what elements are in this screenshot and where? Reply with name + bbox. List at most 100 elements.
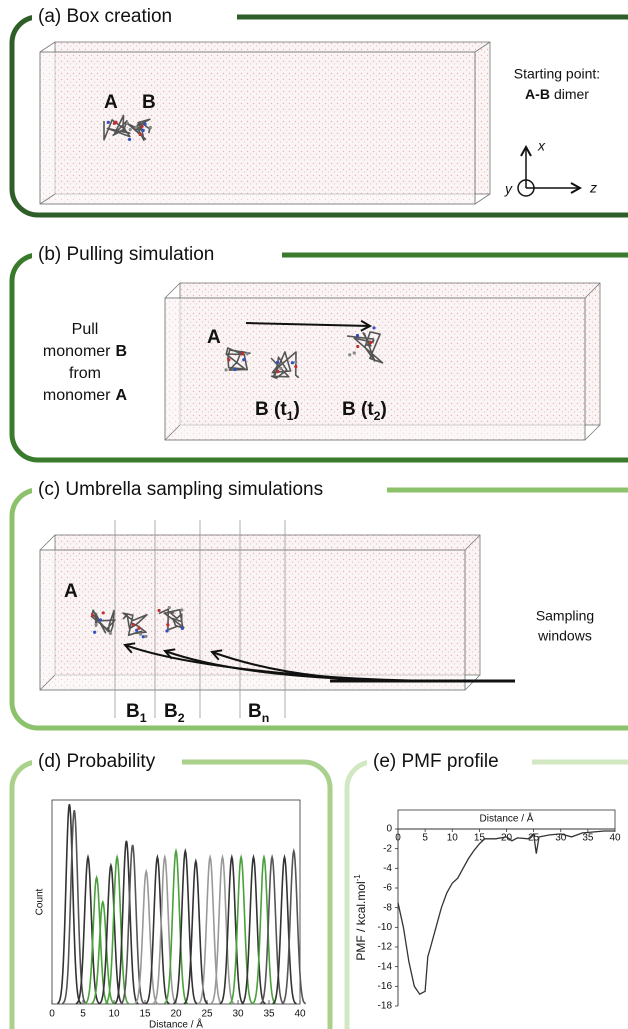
label: B (t2) xyxy=(342,399,387,423)
note: Sampling xyxy=(536,608,594,624)
label: A xyxy=(104,92,118,113)
molecule-atom xyxy=(107,121,110,124)
instruction-part: Pull xyxy=(72,321,99,338)
box-edge xyxy=(40,535,55,550)
molecule-atom xyxy=(140,125,143,128)
axis-label: z xyxy=(589,180,597,196)
molecule-atom xyxy=(276,370,279,373)
window-label-part: 1 xyxy=(140,711,147,725)
x-tick-label: 5 xyxy=(80,1009,86,1020)
x-tick-label: 35 xyxy=(582,833,594,844)
instruction: Pull xyxy=(72,321,99,338)
molecule-atom xyxy=(128,138,131,141)
molecule-atom xyxy=(142,635,145,638)
y-tick-label: -14 xyxy=(378,961,393,972)
molecule-atom xyxy=(294,365,297,368)
molecule-atom xyxy=(180,608,183,611)
x-axis-title: Distance / Å xyxy=(149,1018,203,1029)
note: windows xyxy=(537,628,592,644)
instruction: from xyxy=(69,365,101,382)
x-tick-label: 0 xyxy=(49,1009,55,1020)
probability-peak xyxy=(146,857,170,1004)
molecule-atom xyxy=(356,345,359,348)
x-tick-label: 40 xyxy=(294,1009,306,1020)
x-axis-title: Distance / Å xyxy=(480,812,534,825)
pmf-curve xyxy=(398,831,615,994)
axis-label: y xyxy=(504,181,513,197)
panel-title: (d) Probability xyxy=(38,751,156,772)
molecule-atom xyxy=(157,609,160,612)
window-label-part: n xyxy=(262,711,270,725)
x-tick-label: 10 xyxy=(447,833,459,844)
label: B (t1) xyxy=(255,399,300,423)
window-label-part: B xyxy=(248,701,262,722)
probability-peak xyxy=(220,857,244,1004)
x-tick-label: 5 xyxy=(422,833,428,844)
label-part: B (t xyxy=(342,399,374,420)
molecule-atom xyxy=(246,352,249,355)
panel-a: (a) Box creationABStarting point:A-Bdime… xyxy=(12,3,628,215)
x-tick-label: 15 xyxy=(474,833,486,844)
note-rest: dimer xyxy=(554,86,589,102)
y-tick-label: -10 xyxy=(378,922,393,933)
box-front xyxy=(40,52,475,204)
molecule-atom xyxy=(353,351,356,354)
box-edge xyxy=(165,283,180,298)
x-tick-label: 0 xyxy=(395,833,401,844)
molecule-atom xyxy=(102,611,105,614)
molecule-atom xyxy=(165,629,168,632)
figure: (a) Box creationABStarting point:A-Bdime… xyxy=(0,0,628,1029)
molecule-atom xyxy=(149,126,152,129)
panel-title: (c) Umbrella sampling simulations xyxy=(38,479,323,500)
molecule-atom xyxy=(134,126,137,129)
molecule-atom xyxy=(139,133,142,136)
molecule-atom xyxy=(181,627,184,630)
molecule-atom xyxy=(143,122,146,125)
molecule-atom xyxy=(372,326,375,329)
x-tick-label: 15 xyxy=(139,1009,151,1020)
note-bold: A-B xyxy=(525,86,550,102)
plot-frame xyxy=(52,800,300,1004)
x-tick-label: 10 xyxy=(108,1009,120,1020)
molecule-atom xyxy=(294,361,297,364)
molecule-atom xyxy=(142,129,145,132)
window-label: B2 xyxy=(164,701,185,725)
molecule-atom xyxy=(224,368,227,371)
window-label: B1 xyxy=(126,701,147,725)
y-tick-label: 0 xyxy=(386,824,392,835)
molecule-atom xyxy=(233,368,236,371)
molecule-atom xyxy=(369,341,372,344)
probability-peak xyxy=(164,851,188,1004)
window-label-part: B xyxy=(164,701,178,722)
molecule-atom xyxy=(114,121,117,124)
y-tick-label: -4 xyxy=(383,863,392,874)
window-label-part: B xyxy=(126,701,140,722)
instruction-part: monomer xyxy=(43,387,111,404)
molecule-atom xyxy=(291,361,294,364)
panel-title: (b) Pulling simulation xyxy=(38,244,214,265)
x-tick-label: 25 xyxy=(201,1009,213,1020)
y-axis-title-part: PMF / kcal.mol xyxy=(354,881,368,960)
instruction-part: from xyxy=(69,365,101,382)
molecule-atom xyxy=(356,334,359,337)
panel-title: (e) PMF profile xyxy=(373,751,499,772)
molecule-atom xyxy=(166,623,169,626)
molecule-atom xyxy=(109,632,112,635)
x-tick-label: 40 xyxy=(609,833,621,844)
window-label-part: 2 xyxy=(178,711,185,725)
y-tick-label: -8 xyxy=(383,902,392,913)
molecule-atom xyxy=(94,623,97,626)
label: B xyxy=(142,92,156,113)
panel-title: (a) Box creation xyxy=(38,6,172,27)
molecule-atom xyxy=(144,635,147,638)
label: A xyxy=(207,327,221,348)
label-part: ) xyxy=(294,399,300,420)
instruction-part: monomer xyxy=(43,343,111,360)
y-tick-label: -16 xyxy=(378,981,393,992)
x-tick-label: 20 xyxy=(170,1009,182,1020)
